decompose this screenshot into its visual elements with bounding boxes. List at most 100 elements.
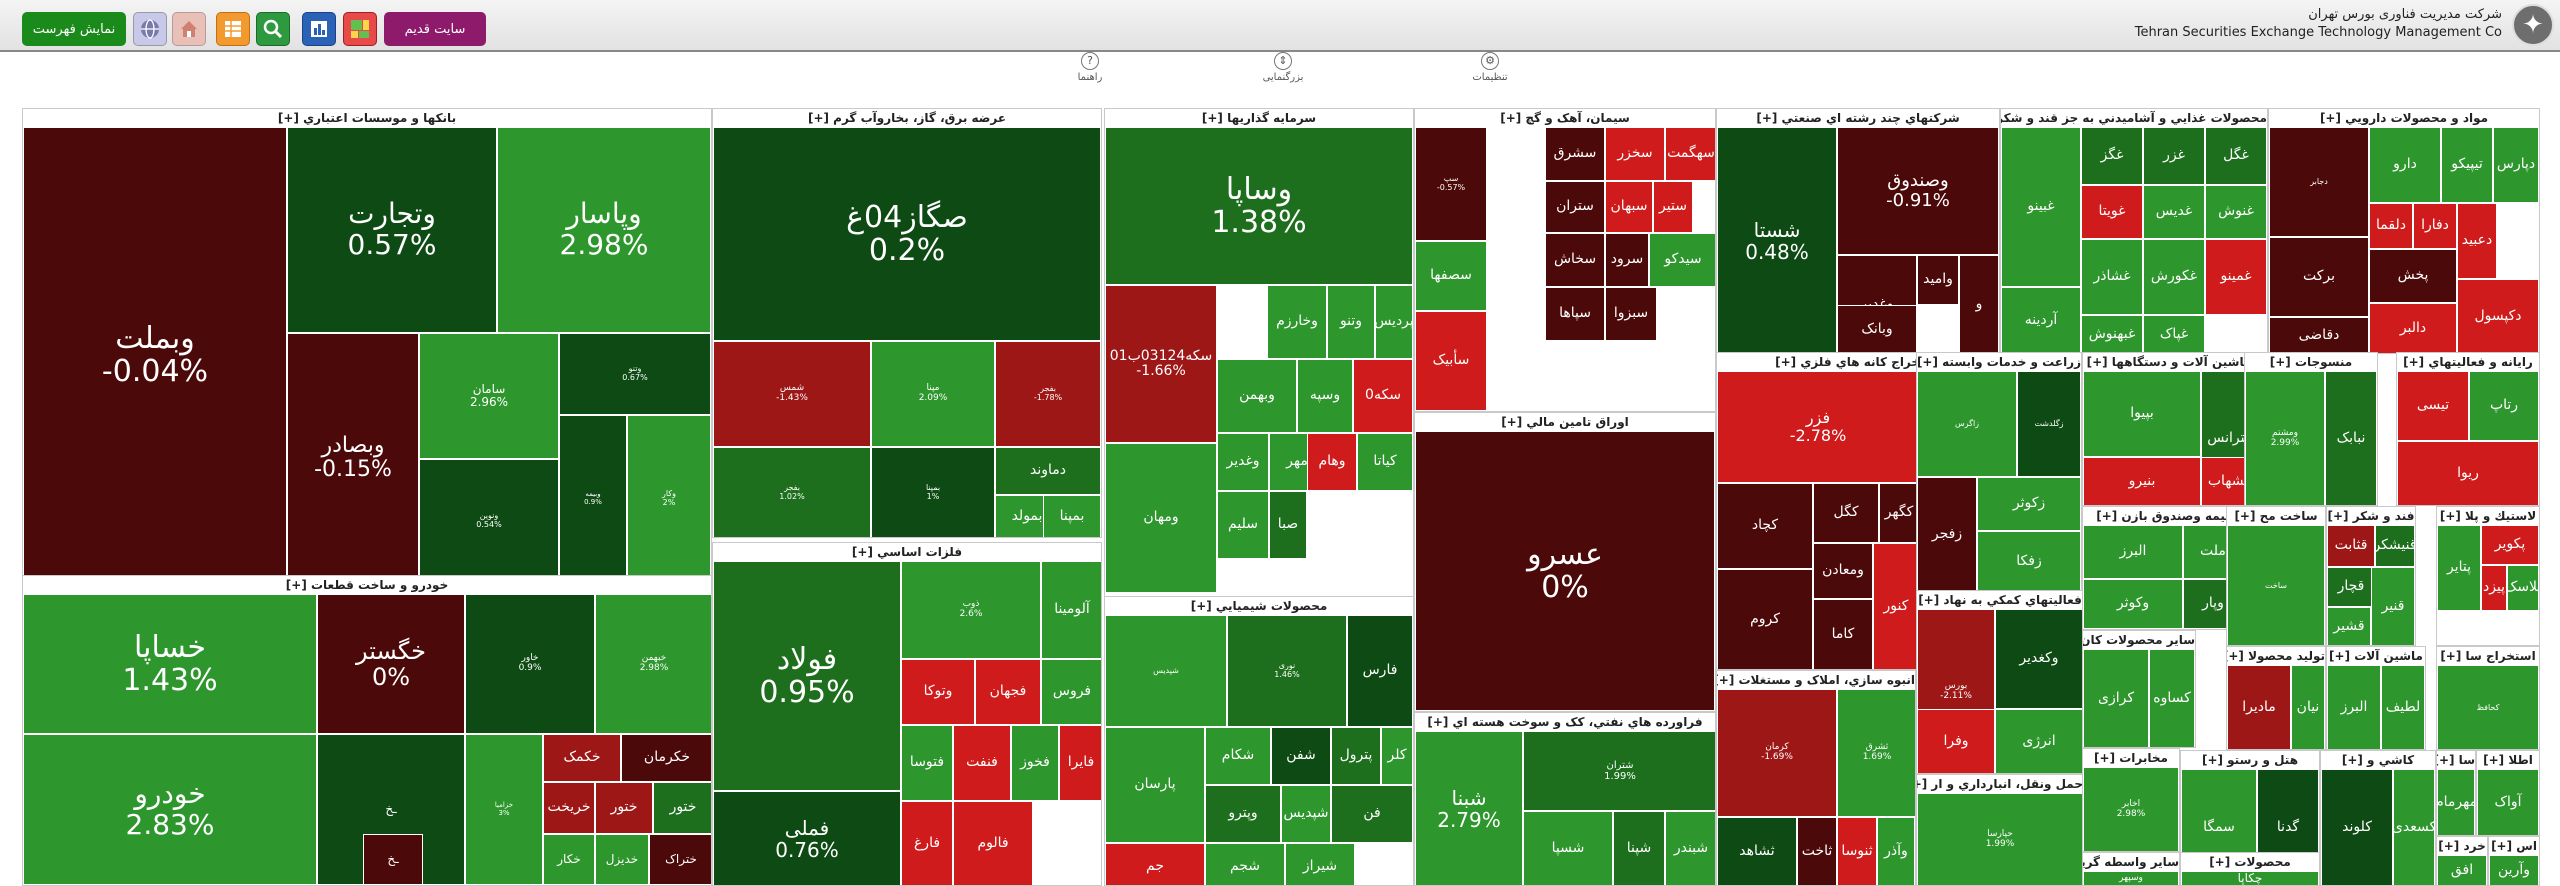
stock-tile[interactable]: اخابر 2.98% [2083, 767, 2179, 851]
stock-tile[interactable]: خاور 0.9% [465, 594, 595, 734]
stock-tile[interactable]: دلقما [2369, 203, 2413, 249]
stock-tile[interactable]: فتوسا [901, 725, 953, 801]
sector-title[interactable]: محصولات غذايي و آشاميدني به جز قند و شکر… [2001, 109, 2267, 127]
stock-tile[interactable]: قنیشکر [2375, 525, 2415, 567]
stock-tile[interactable]: زگلدشت [2017, 371, 2081, 477]
stock-tile[interactable]: شجم [1205, 843, 1285, 885]
show-list-button[interactable]: نمایش فهرست [22, 12, 126, 46]
stock-tile[interactable]: خبهمن 2.98% [595, 594, 711, 734]
stock-tile[interactable]: بنیرو [2083, 457, 2201, 505]
sector-title[interactable]: سيمان، آهک و گچ [+] [1415, 109, 1715, 127]
stock-tile[interactable]: پیزد [2481, 565, 2507, 611]
stock-tile[interactable]: غویتا [2081, 185, 2143, 239]
stock-tile[interactable]: دفارا [2413, 203, 2457, 249]
stock-tile[interactable]: لطیف [2381, 665, 2425, 749]
stock-tile[interactable]: مپنا 2.09% [871, 341, 995, 447]
stock-tile[interactable]: کیاتا [1357, 433, 1413, 491]
stock-tile[interactable]: نوری 1.46% [1227, 615, 1347, 727]
stock-tile[interactable]: شپنا [1613, 811, 1665, 885]
stock-tile[interactable]: کچاد [1717, 483, 1813, 569]
sector-title[interactable]: فند و شکر [+] [2327, 507, 2415, 525]
sector-title[interactable]: فعاليتهاي کمکي به نهاد [+] [1917, 591, 2083, 609]
stock-tile[interactable]: غنوش [2205, 185, 2267, 239]
stock-tile[interactable]: ختور [653, 782, 711, 834]
stock-tile[interactable]: وکار 2% [627, 415, 711, 577]
sector-title[interactable]: فراورده هاي نفتي، کک و سوخت هسته اي [+] [1415, 713, 1715, 731]
stock-tile[interactable]: ثشرق 1.69% [1837, 689, 1915, 817]
stock-tile[interactable]: پردیس [1375, 285, 1413, 359]
treemap-icon[interactable] [343, 12, 377, 46]
stock-tile[interactable]: فروس [1041, 659, 1101, 725]
sector-title[interactable]: شرکتهاي چند رشته اي صنعتي [+] [1717, 109, 1999, 127]
stock-tile[interactable]: ثشاهد [1717, 817, 1797, 885]
help-button[interactable]: ? راهنما [1050, 52, 1130, 83]
stock-tile[interactable]: کرازی [2083, 649, 2149, 747]
stock-tile[interactable]: سکه03124ب01 -1.66% [1105, 285, 1217, 443]
sector-title[interactable]: سایر واسطه گریها [+] [2083, 853, 2179, 871]
stock-tile[interactable]: بفجر -1.78% [995, 341, 1101, 447]
stock-tile[interactable]: آردینه [2001, 287, 2081, 353]
stock-tile[interactable]: قثابت [2327, 525, 2375, 567]
stock-tile[interactable]: بپیوا [2083, 371, 2201, 457]
stock-tile[interactable]: فایرا [1059, 725, 1101, 801]
sector-title[interactable]: اس [+] [2489, 837, 2539, 855]
stock-tile[interactable]: غزر [2143, 127, 2205, 185]
stock-tile[interactable]: شبنا 2.79% [1415, 731, 1523, 885]
stock-tile[interactable]: بمپنا [1043, 495, 1101, 537]
stock-tile[interactable]: فخوز [1011, 725, 1059, 801]
stock-tile[interactable]: فنفت [953, 725, 1011, 801]
stock-tile[interactable]: سخاش [1545, 233, 1605, 287]
stock-tile[interactable]: پخش [2369, 249, 2457, 303]
stock-tile[interactable]: وصندوق -0.91% [1837, 127, 1999, 255]
stock-tile[interactable]: شسپا [1523, 811, 1613, 885]
stock-tile[interactable]: غبهنوش [2081, 315, 2143, 353]
stock-tile[interactable]: وپاسار 2.98% [497, 127, 711, 333]
sector-title[interactable]: اوراق تامين مالي [+] [1415, 413, 1715, 431]
stock-tile[interactable]: وخارزم [1267, 285, 1327, 359]
stock-tile[interactable]: ومشتم 2.99% [2245, 371, 2325, 505]
stock-tile[interactable]: ذوب 2.6% [901, 561, 1041, 659]
stock-tile[interactable]: وبهمن [1217, 359, 1297, 433]
zoom-button[interactable]: ⇕ بزرگنمایی [1243, 52, 1323, 83]
stock-tile[interactable]: و [1959, 255, 1999, 353]
stock-tile[interactable]: کرمان -1.69% [1717, 689, 1837, 817]
stock-tile[interactable]: دالبر [2369, 303, 2457, 353]
stock-tile[interactable]: مادیرا [2227, 665, 2291, 749]
stock-tile[interactable]: سصفها [1415, 241, 1487, 311]
stock-tile[interactable]: ثنوسا [1837, 817, 1877, 885]
stock-tile[interactable]: دماوند [995, 447, 1101, 495]
stock-tile[interactable]: زکوثر [1977, 477, 2081, 531]
stock-tile[interactable]: دقاضی [2269, 317, 2369, 353]
sector-title[interactable]: ماشين آلات [+] [2327, 647, 2425, 665]
stock-tile[interactable]: زاگرس [1917, 371, 2017, 477]
sector-title[interactable]: هتل و رستو [+] [2181, 751, 2319, 769]
stock-tile[interactable]: شمس -1.43% [713, 341, 871, 447]
stock-tile[interactable]: خکمک [543, 734, 621, 782]
sector-title[interactable]: حمل ونقل، انبارداري و ار [+] [1917, 775, 2083, 793]
stock-tile[interactable]: وبصادر -0.15% [287, 333, 419, 577]
search-icon[interactable] [256, 12, 290, 46]
sector-title[interactable]: بيمه وصندوق بازن [+] [2083, 507, 2243, 525]
stock-tile[interactable]: وپترو [1205, 785, 1281, 843]
stock-tile[interactable]: غگل [2205, 127, 2267, 185]
settings-button[interactable]: ⚙ تنظیمات [1450, 52, 1530, 83]
stock-tile[interactable]: تیسی [2397, 371, 2469, 441]
stock-tile[interactable]: دارو [2369, 127, 2441, 203]
stock-tile[interactable]: شپدیس [1281, 785, 1331, 843]
stock-tile[interactable]: قشیر [2327, 607, 2371, 645]
stock-tile[interactable]: وساپا 1.38% [1105, 127, 1413, 285]
stock-tile[interactable]: پلاسک [2507, 565, 2539, 611]
stock-tile[interactable]: زفجر [1917, 477, 1977, 591]
stock-tile[interactable]: غکورش [2143, 239, 2205, 315]
stock-tile[interactable]: کاما [1813, 599, 1873, 669]
stock-tile[interactable]: دپارس [2493, 127, 2539, 203]
stock-tile[interactable]: غگز [2081, 127, 2143, 185]
sector-title[interactable]: ساخت مح [+] [2227, 507, 2325, 525]
stock-tile[interactable]: چکاپا [2181, 871, 2319, 885]
stock-tile[interactable]: خکار [543, 834, 595, 885]
stock-tile[interactable]: دعبید [2457, 203, 2497, 279]
sector-title[interactable]: مخابرات [+] [2083, 749, 2179, 767]
stock-tile[interactable]: ریوا [2397, 441, 2539, 505]
stock-tile[interactable]: غدیس [2143, 185, 2205, 239]
stock-tile[interactable]: عسرو 0% [1415, 431, 1715, 711]
